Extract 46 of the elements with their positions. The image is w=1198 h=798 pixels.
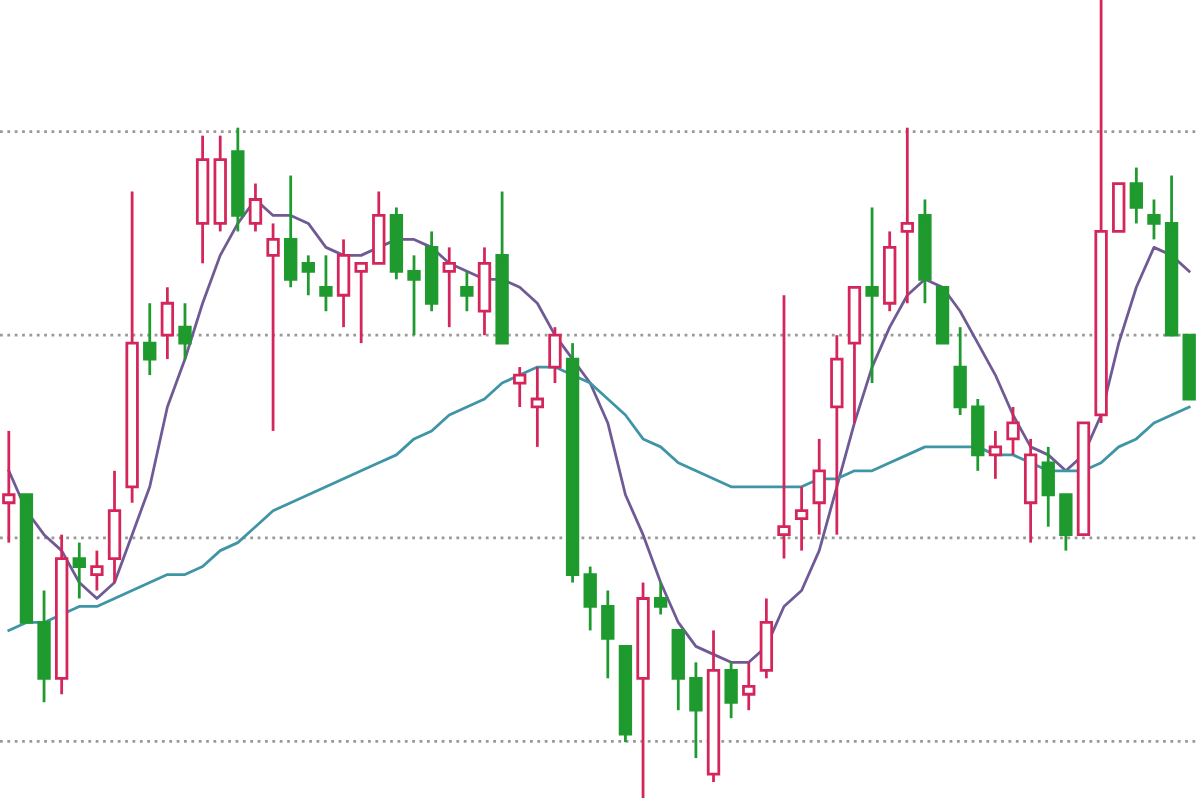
candlestick xyxy=(900,126,914,305)
candlestick xyxy=(477,245,492,337)
candlestick xyxy=(601,589,615,680)
candlestick xyxy=(442,245,456,329)
candlestick xyxy=(301,253,315,297)
candlestick xyxy=(1041,445,1055,529)
candlestick xyxy=(671,629,685,712)
candlestick xyxy=(248,182,263,233)
candlestick xyxy=(653,581,668,616)
candlestick xyxy=(407,253,421,337)
candlestick xyxy=(90,549,104,592)
candlestick xyxy=(336,238,351,329)
candlestick xyxy=(354,261,368,345)
candlestick xyxy=(319,253,333,313)
candlestick xyxy=(777,293,791,560)
candlestick xyxy=(724,660,738,720)
candlestick xyxy=(372,190,386,265)
candlestick xyxy=(284,174,298,289)
candlestick xyxy=(971,397,985,473)
candlestick xyxy=(513,365,527,409)
candlestick xyxy=(583,565,597,632)
candlestick xyxy=(72,541,86,600)
candlestick xyxy=(689,660,703,760)
candlestick xyxy=(865,206,879,385)
candlestick xyxy=(988,429,1003,481)
candlestick xyxy=(953,325,967,417)
candlestick xyxy=(1023,437,1038,545)
candlestick xyxy=(460,269,474,313)
candlestick xyxy=(1129,166,1144,225)
candlestick xyxy=(812,437,826,537)
candlestick xyxy=(178,301,192,361)
candlestick xyxy=(266,222,280,433)
candlestick xyxy=(530,365,545,449)
candlestick xyxy=(830,333,844,537)
candlestick xyxy=(160,285,175,361)
candlestick xyxy=(2,429,16,545)
candlestick xyxy=(1059,493,1073,553)
candlestick xyxy=(794,485,809,553)
candlestick xyxy=(143,301,157,377)
candlestick xyxy=(1147,198,1161,241)
candlestick xyxy=(1006,405,1020,457)
candlestick xyxy=(742,660,756,712)
candlestick xyxy=(548,325,562,385)
candlestick xyxy=(759,597,774,680)
candlestick xyxy=(107,469,122,584)
candlestick xyxy=(1112,182,1126,233)
